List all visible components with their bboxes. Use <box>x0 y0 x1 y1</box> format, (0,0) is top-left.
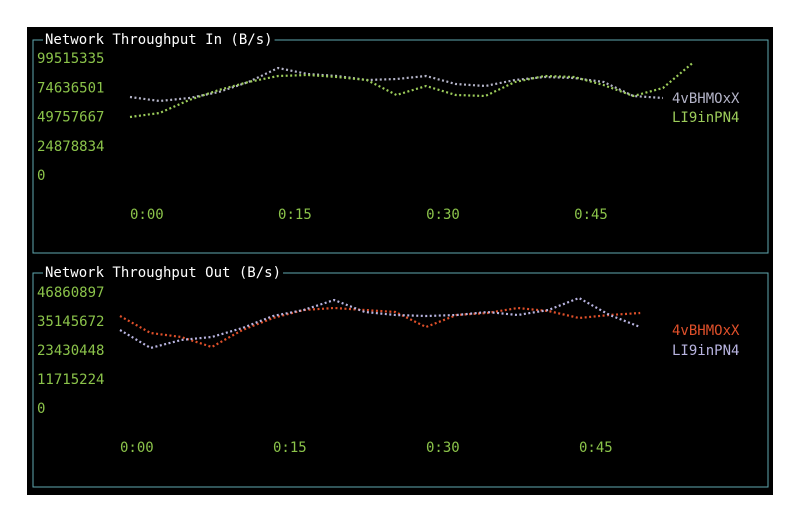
x-tick-label: 0:45 <box>574 207 608 223</box>
x-tick-label: 0:30 <box>426 207 460 223</box>
y-tick-label: 35145672 <box>37 314 104 330</box>
panel-title: Network Throughput Out (B/s) <box>45 265 281 281</box>
panel <box>32 272 769 488</box>
y-tick-label: 99515335 <box>37 51 104 67</box>
legend-entry: 4vBHMOxX <box>672 91 740 107</box>
panel <box>32 39 769 254</box>
y-tick-label: 0 <box>37 168 45 184</box>
y-tick-label: 49757667 <box>37 110 104 126</box>
panel-title: Network Throughput In (B/s) <box>45 32 273 48</box>
x-tick-label: 0:15 <box>278 207 312 223</box>
x-tick-label: 0:45 <box>579 440 613 456</box>
y-tick-label: 11715224 <box>37 372 104 388</box>
legend-entry: 4vBHMOxX <box>672 323 740 339</box>
x-tick-label: 0:15 <box>273 440 307 456</box>
y-tick-label: 74636501 <box>37 80 104 96</box>
series-line <box>129 62 694 119</box>
x-tick-label: 0:00 <box>130 207 164 223</box>
title-bg <box>43 32 275 48</box>
y-tick-label: 0 <box>37 401 45 417</box>
legend-entry: LI9inPN4 <box>672 110 739 126</box>
title-bg <box>43 265 284 281</box>
terminal <box>27 27 773 495</box>
x-tick-label: 0:30 <box>426 440 460 456</box>
y-tick-label: 46860897 <box>37 285 104 301</box>
y-tick-label: 24878834 <box>37 139 104 155</box>
y-tick-label: 23430448 <box>37 343 104 359</box>
x-tick-label: 0:00 <box>120 440 154 456</box>
legend-entry: LI9inPN4 <box>672 343 739 359</box>
